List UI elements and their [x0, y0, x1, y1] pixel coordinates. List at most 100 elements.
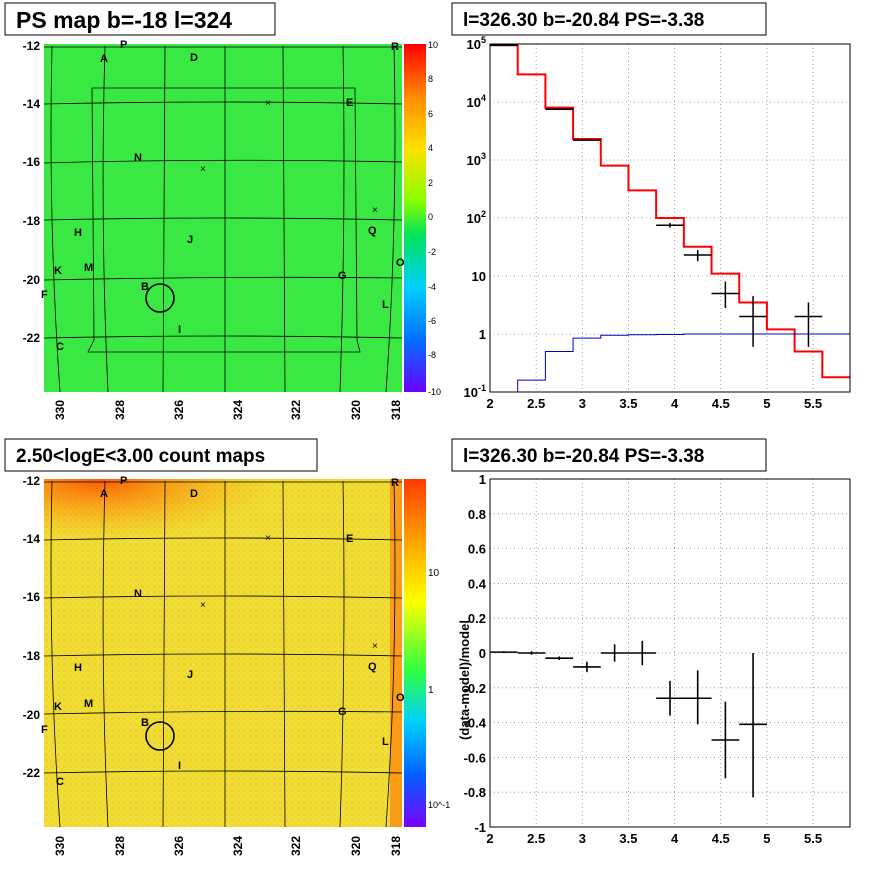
count-map-panel: 2.50<logE<3.00 count maps A P D R E: [4, 438, 450, 856]
count-cross-2: ×: [200, 600, 206, 611]
ps-letter-h: H: [74, 227, 82, 239]
count-map-title-box: [4, 438, 318, 472]
count-letter-f: F: [41, 724, 48, 736]
count-x-tick: 322: [289, 836, 303, 856]
ps-y-tick: -18: [23, 214, 41, 228]
count-letter-g: G: [338, 706, 347, 718]
count-x-tick: 318: [389, 836, 403, 856]
count-letter-m: M: [84, 698, 93, 710]
ps-colorbar-ticks: 10 8 6 4 2 0 -2 -4 -6 -8 -10: [428, 40, 441, 397]
residual-y-tick: -0.4: [464, 716, 487, 731]
spectrum-y-tick: 102: [467, 209, 486, 226]
count-x-tick: 328: [113, 836, 127, 856]
ps-map-source-circle: [145, 283, 175, 313]
count-map-letters: A P D R E N H J Q K M O F B G L I C: [41, 475, 405, 788]
residual-y-label: (data-model)/model: [457, 620, 472, 740]
ps-cbar-tick: 4: [428, 143, 433, 153]
count-cbar-tick: 10: [428, 568, 440, 579]
count-y-tick: -16: [23, 590, 41, 604]
count-letter-c: C: [56, 776, 64, 788]
ps-cbar-tick: 6: [428, 109, 433, 119]
residual-panel: l=326.30 b=-20.84 PS=-3.38 2 2.5 3 3.5 4 4.5 5…: [451, 438, 851, 846]
ps-letter-r: R: [391, 41, 399, 53]
count-letter-d: D: [190, 488, 198, 500]
ps-x-tick: 324: [231, 400, 245, 420]
ps-x-tick: 328: [113, 400, 127, 420]
count-letter-l: L: [382, 736, 389, 748]
count-letter-h: H: [74, 662, 82, 674]
residual-y-tick: -0.2: [464, 681, 486, 696]
count-y-tick: -12: [23, 474, 41, 488]
ps-cross-1: ×: [265, 98, 271, 109]
count-colorbar-ticks: 10 1 10^-1: [428, 568, 450, 810]
ps-letter-j: J: [187, 234, 193, 246]
residual-x-tick: 5.5: [804, 831, 822, 846]
count-letter-n: N: [134, 588, 142, 600]
ps-cross-2: ×: [200, 164, 206, 175]
count-x-tick: 330: [53, 836, 67, 856]
spectrum-y-tick: 1: [479, 327, 486, 342]
ps-letter-b: B: [141, 281, 149, 293]
spectrum-marks: [490, 44, 850, 393]
residual-x-tick: 2: [486, 831, 493, 846]
ps-cbar-tick: -4: [428, 282, 436, 292]
ps-map-y-ticks: -12 -14 -16 -18 -20 -22: [23, 39, 41, 345]
residual-y-tick: 0.8: [468, 507, 486, 522]
ps-cbar-tick: -8: [428, 350, 436, 360]
spectrum-title-box: [451, 2, 767, 36]
residual-x-tick: 4.5: [712, 831, 730, 846]
ps-letter-q: Q: [368, 225, 377, 237]
residual-y-tick: 0.2: [468, 611, 486, 626]
ps-y-tick: -22: [23, 331, 41, 345]
ps-letter-l: L: [382, 299, 389, 311]
ps-letter-d: D: [190, 52, 198, 64]
ps-letter-c: C: [56, 341, 64, 353]
spectrum-frame: [489, 43, 851, 393]
ps-map-grid: [43, 45, 403, 393]
ps-letter-f: F: [41, 289, 48, 301]
ps-cbar-tick: -2: [428, 247, 436, 257]
count-cbar-tick: 1: [428, 685, 434, 696]
count-letter-j: J: [187, 669, 193, 681]
count-letter-r: R: [391, 477, 399, 489]
ps-cbar-tick: 0: [428, 212, 433, 222]
count-map-y-ticks: -12 -14 -16 -18 -20 -22: [23, 474, 41, 780]
count-cross-1: ×: [265, 533, 271, 544]
count-letter-i: I: [178, 760, 181, 772]
residual-y-tick: 0.4: [468, 576, 487, 591]
residual-frame: [489, 478, 851, 828]
ps-letter-m: M: [84, 262, 93, 274]
residual-x-tick: 3.5: [619, 831, 637, 846]
spectrum-x-tick: 4: [671, 396, 679, 411]
ps-letter-k: K: [54, 265, 62, 277]
count-x-tick: 324: [231, 836, 245, 856]
ps-y-tick: -12: [23, 39, 41, 53]
ps-map-panel: PS map b=-18 l=324 A P D R E: [4, 2, 441, 420]
spectrum-ticks: 2 2.5 3 3.5 4 4.5 5 5.5 10-1 1 10 102 103 104 105: [464, 35, 823, 411]
residual-y-tick: -0.6: [464, 750, 486, 765]
count-letter-e: E: [346, 533, 353, 545]
ps-map-letters: A P D R E N H J Q K M O F B G L I C: [41, 39, 405, 353]
count-y-tick: -14: [23, 532, 41, 546]
ps-cbar-tick: 8: [428, 74, 433, 84]
ps-letter-g: G: [338, 270, 347, 282]
count-letter-o: O: [396, 692, 405, 704]
spectrum-y-tick: 105: [467, 35, 486, 52]
residual-title-box: [451, 438, 767, 472]
ps-y-tick: -20: [23, 273, 41, 287]
ps-letter-e: E: [346, 97, 353, 109]
count-letter-q: Q: [368, 661, 377, 673]
ps-y-tick: -14: [23, 97, 41, 111]
count-letter-a: A: [100, 488, 108, 500]
ps-x-tick: 318: [389, 400, 403, 420]
residual-x-tick: 5: [763, 831, 770, 846]
ps-letter-i: I: [178, 324, 181, 336]
count-y-tick: -20: [23, 708, 41, 722]
count-map-title: 2.50<logE<3.00 count maps: [16, 446, 265, 467]
count-cbar-tick: 10^-1: [428, 800, 450, 810]
residual-y-tick: 0: [479, 646, 486, 661]
residual-y-tick: 0.6: [468, 542, 486, 557]
residual-x-tick: 4: [671, 831, 679, 846]
spectrum-panel: l=326.30 b=-20.84 PS=-3.38 2 2.5 3 3.5 4 4.5 5…: [451, 2, 851, 411]
